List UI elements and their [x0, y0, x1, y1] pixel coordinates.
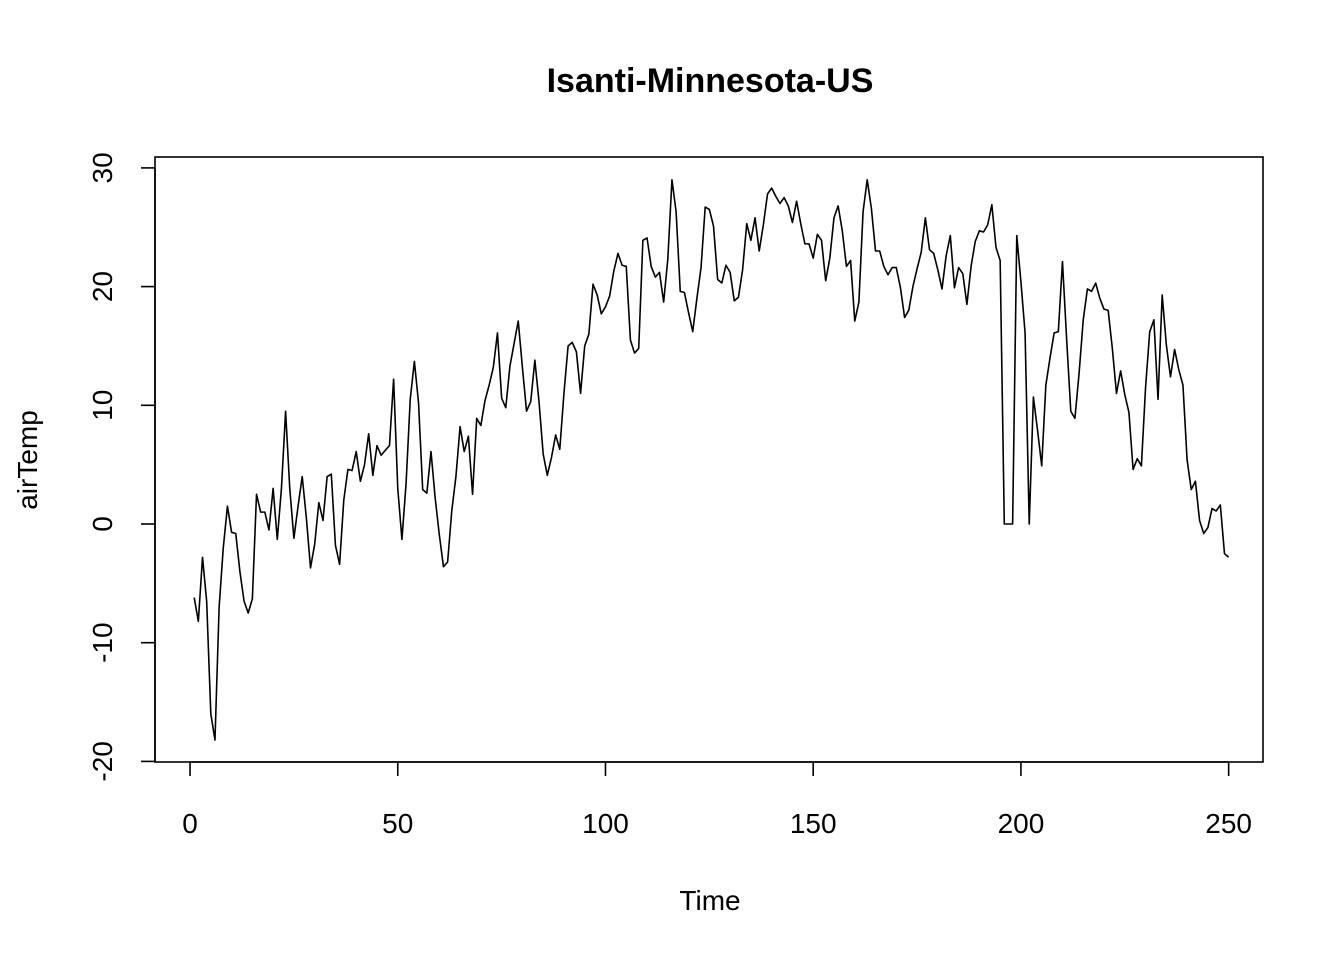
y-tick-label: -20: [87, 741, 118, 781]
y-axis: -20 -10 0 10 20 30: [87, 152, 156, 782]
plot-frame: [154, 156, 1264, 763]
x-tick-label: 150: [790, 808, 837, 839]
x-tick-label: 250: [1205, 808, 1252, 839]
series-line-airtemp: [193, 178, 1230, 741]
y-tick-label: 20: [87, 271, 118, 302]
x-tick-label: 100: [582, 808, 629, 839]
y-tick-label: 0: [87, 516, 118, 532]
y-tick-label: -10: [87, 622, 118, 662]
y-tick-label: 30: [87, 152, 118, 183]
x-axis-label: Time: [679, 885, 740, 916]
x-tick-label: 50: [382, 808, 413, 839]
x-tick-label: 200: [998, 808, 1045, 839]
x-axis: 0 50 100 150 200 250: [182, 761, 1252, 839]
y-axis-label: airTemp: [12, 410, 43, 510]
x-tick-label: 0: [182, 808, 198, 839]
chart-title: Isanti-Minnesota-US: [547, 62, 874, 100]
y-tick-label: 10: [87, 390, 118, 421]
